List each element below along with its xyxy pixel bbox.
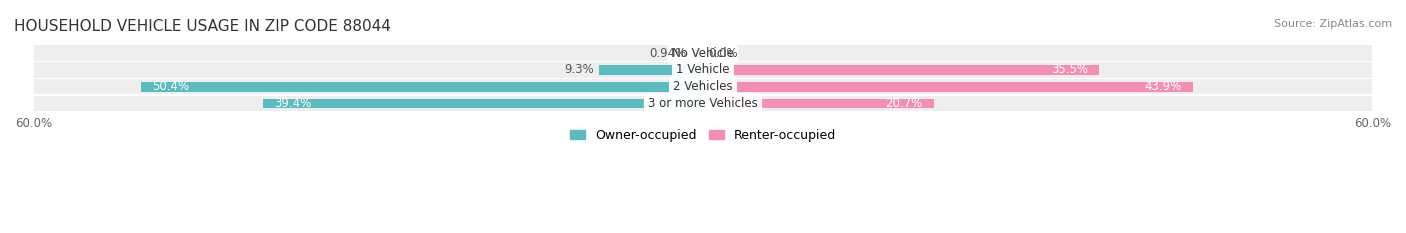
Bar [34,62,703,78]
Bar [141,82,703,92]
Bar [703,96,1372,111]
Text: 39.4%: 39.4% [274,97,312,110]
Bar [703,45,1372,61]
Bar [263,99,703,108]
Text: 0.0%: 0.0% [709,47,738,60]
Bar [703,79,1372,95]
Text: 20.7%: 20.7% [886,97,922,110]
Bar [599,65,703,75]
Bar [703,65,1099,75]
Legend: Owner-occupied, Renter-occupied: Owner-occupied, Renter-occupied [565,124,841,147]
Bar [34,96,703,111]
Bar [703,99,934,108]
Text: 0.94%: 0.94% [650,47,688,60]
Text: 3 or more Vehicles: 3 or more Vehicles [648,97,758,110]
Text: 2 Vehicles: 2 Vehicles [673,80,733,93]
Text: HOUSEHOLD VEHICLE USAGE IN ZIP CODE 88044: HOUSEHOLD VEHICLE USAGE IN ZIP CODE 8804… [14,19,391,34]
Text: 50.4%: 50.4% [152,80,188,93]
Text: 9.3%: 9.3% [564,64,593,76]
Text: No Vehicle: No Vehicle [672,47,734,60]
Bar [34,45,703,61]
Text: Source: ZipAtlas.com: Source: ZipAtlas.com [1274,19,1392,29]
Text: 43.9%: 43.9% [1144,80,1181,93]
Bar [34,79,703,95]
Bar [693,48,703,58]
Bar [703,82,1192,92]
Text: 35.5%: 35.5% [1050,64,1088,76]
Bar [703,62,1372,78]
Text: 1 Vehicle: 1 Vehicle [676,64,730,76]
